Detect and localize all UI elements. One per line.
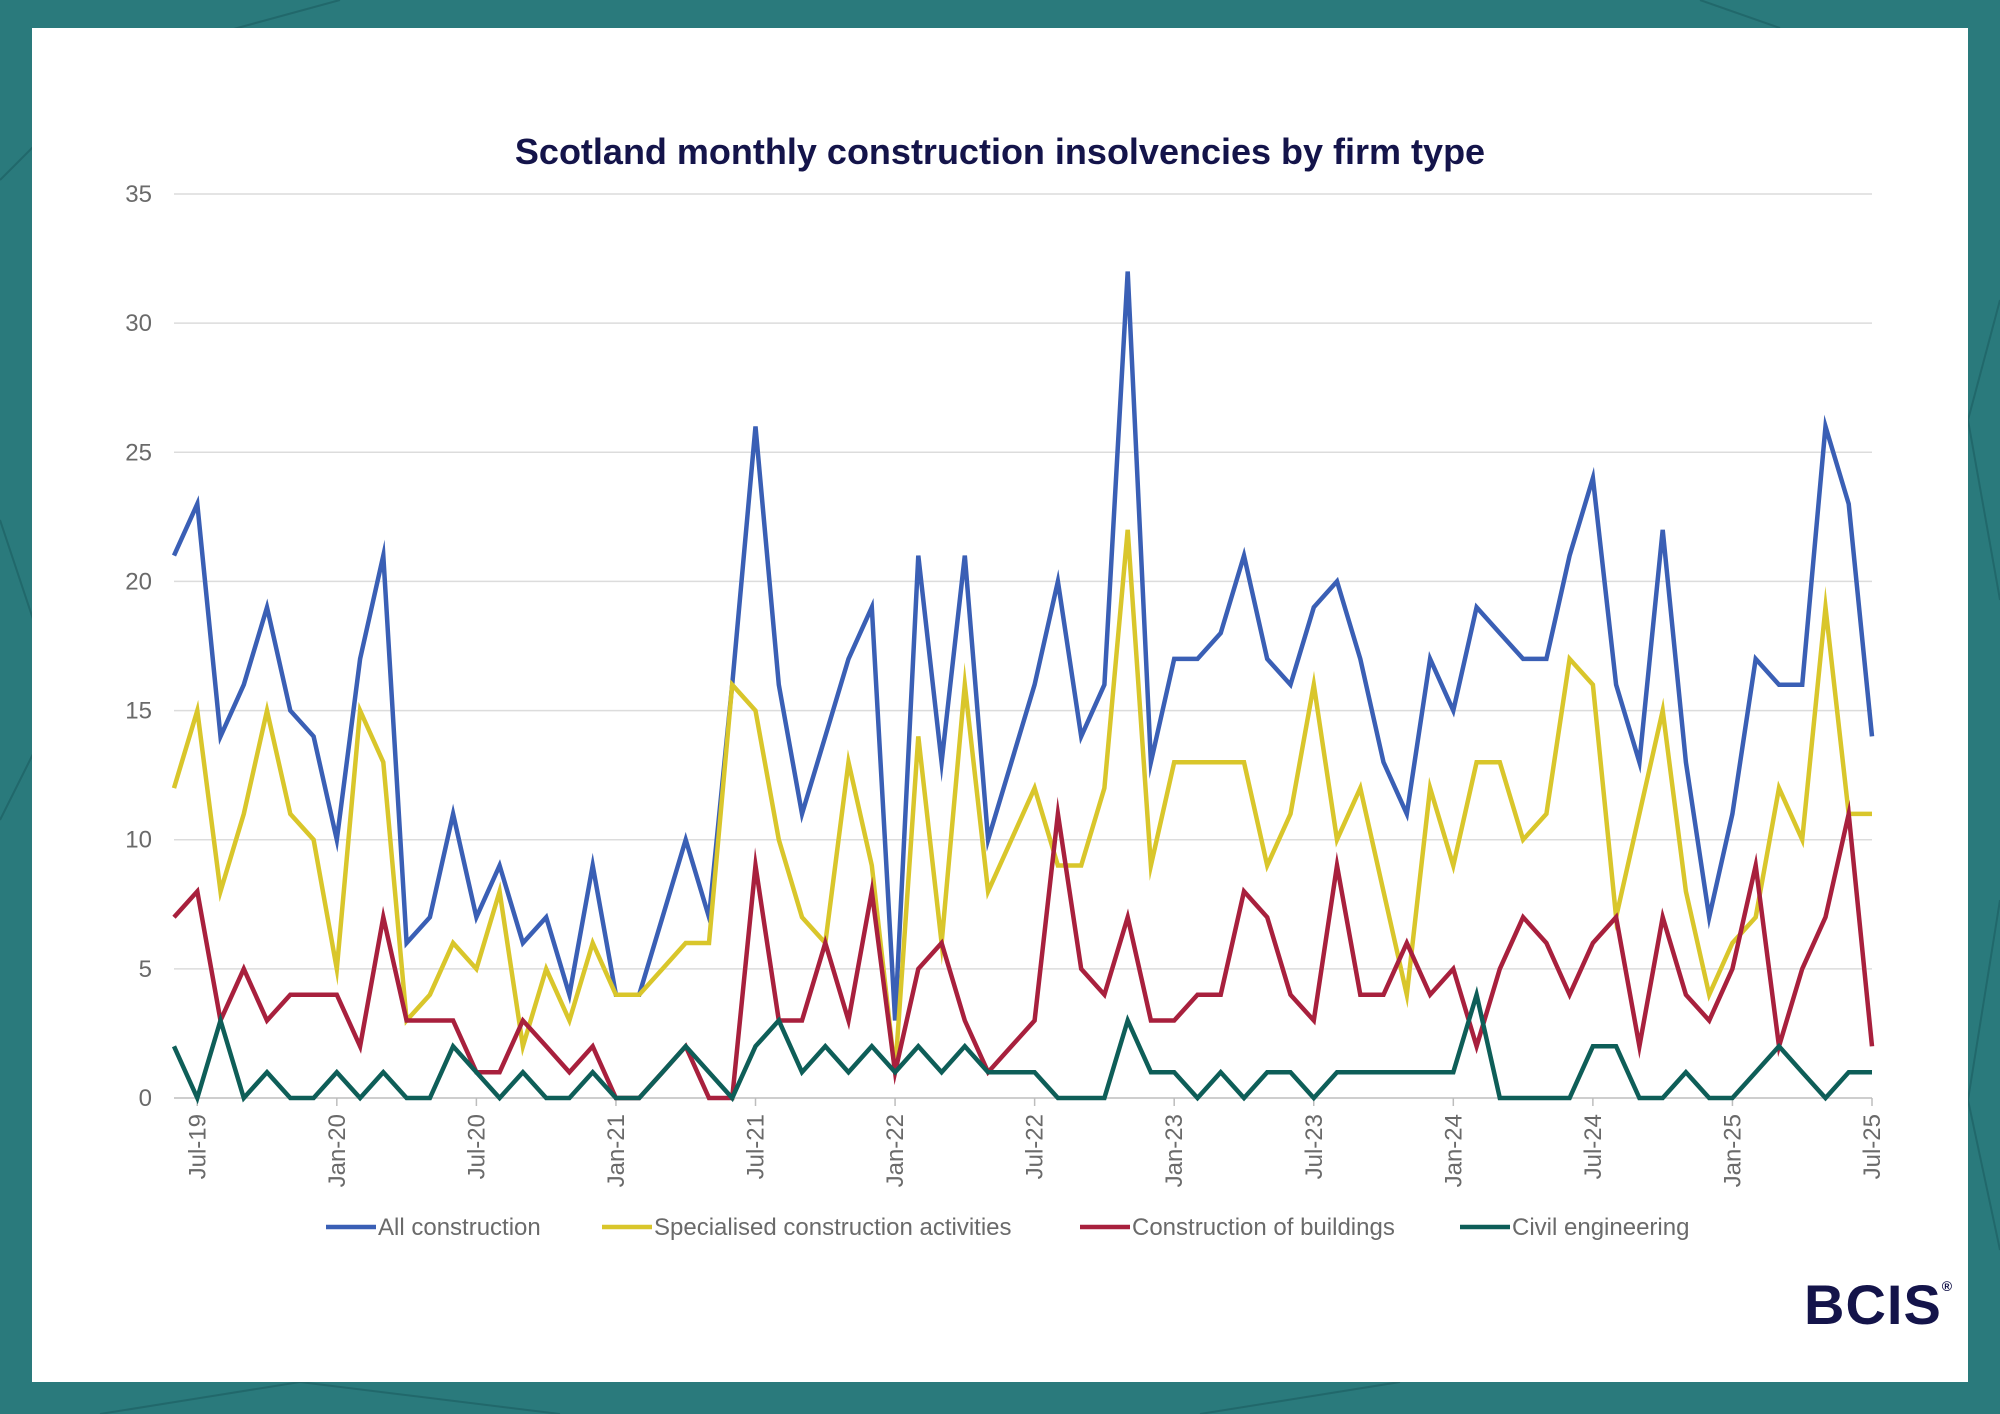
y-tick-label: 20 (125, 568, 152, 595)
legend-label: Construction of buildings (1132, 1214, 1395, 1241)
y-tick-label: 35 (125, 181, 152, 208)
y-tick-label: 0 (139, 1085, 152, 1112)
chart-card: Scotland monthly construction insolvenci… (32, 28, 1968, 1382)
legend-label: All construction (378, 1214, 541, 1241)
y-tick-label: 10 (125, 827, 152, 854)
x-tick-label: Jan-24 (1440, 1114, 1467, 1187)
x-tick-label: Jul-25 (1859, 1114, 1886, 1179)
bcis-logo: BCIS® (1804, 1272, 1953, 1337)
legend-label: Civil engineering (1512, 1214, 1689, 1241)
chart-title: Scotland monthly construction insolvenci… (515, 131, 1485, 172)
line-chart: Scotland monthly construction insolvenci… (125, 131, 1886, 1241)
x-tick-label: Jan-21 (603, 1114, 630, 1187)
series-lines (171, 271, 1875, 1105)
legend: All construction Specialised construction… (326, 1214, 1689, 1241)
x-tick-label: Jul-24 (1580, 1114, 1607, 1179)
x-tick-label: Jul-21 (743, 1114, 770, 1179)
legend-label: Specialised construction activities (654, 1214, 1012, 1241)
y-axis-ticks: 0 5 10 15 20 25 30 35 (125, 181, 152, 1112)
series-line-construction-of-buildings (172, 796, 1875, 1101)
x-tick-label: Jul-20 (463, 1114, 490, 1179)
series-line-all-construction (171, 271, 1875, 1021)
x-tick-label: Jan-23 (1161, 1114, 1188, 1187)
logo-text: BCIS (1804, 1273, 1942, 1336)
registered-mark: ® (1941, 1278, 1954, 1294)
series-line-specialised-construction-activities (171, 529, 1872, 1073)
gridlines (174, 193, 1872, 1099)
y-tick-label: 30 (125, 310, 152, 337)
y-tick-label: 5 (139, 956, 152, 983)
series-line-civil-engineering (171, 985, 1872, 1105)
x-tick-label: Jul-19 (184, 1114, 211, 1179)
y-tick-label: 15 (125, 698, 152, 725)
x-tick-label: Jan-22 (882, 1114, 909, 1187)
x-tick-label: Jan-20 (324, 1114, 351, 1187)
x-tick-label: Jul-23 (1301, 1114, 1328, 1179)
x-axis-ticks: Jul-19 Jan-20 Jul-20 Jan-21 Jul-21 Jan-22 Jul-… (184, 1098, 1886, 1187)
y-tick-label: 25 (125, 439, 152, 466)
x-tick-label: Jan-25 (1719, 1114, 1746, 1187)
x-tick-label: Jul-22 (1022, 1114, 1049, 1179)
